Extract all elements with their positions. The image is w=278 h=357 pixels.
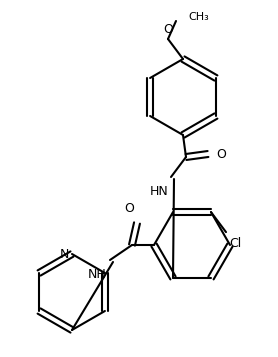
Text: O: O	[163, 23, 173, 36]
Text: NH: NH	[88, 268, 107, 281]
Text: O: O	[216, 147, 226, 161]
Text: N: N	[59, 247, 69, 261]
Text: O: O	[124, 202, 134, 215]
Text: HN: HN	[150, 185, 169, 198]
Text: CH₃: CH₃	[188, 12, 209, 22]
Text: Cl: Cl	[229, 237, 241, 250]
